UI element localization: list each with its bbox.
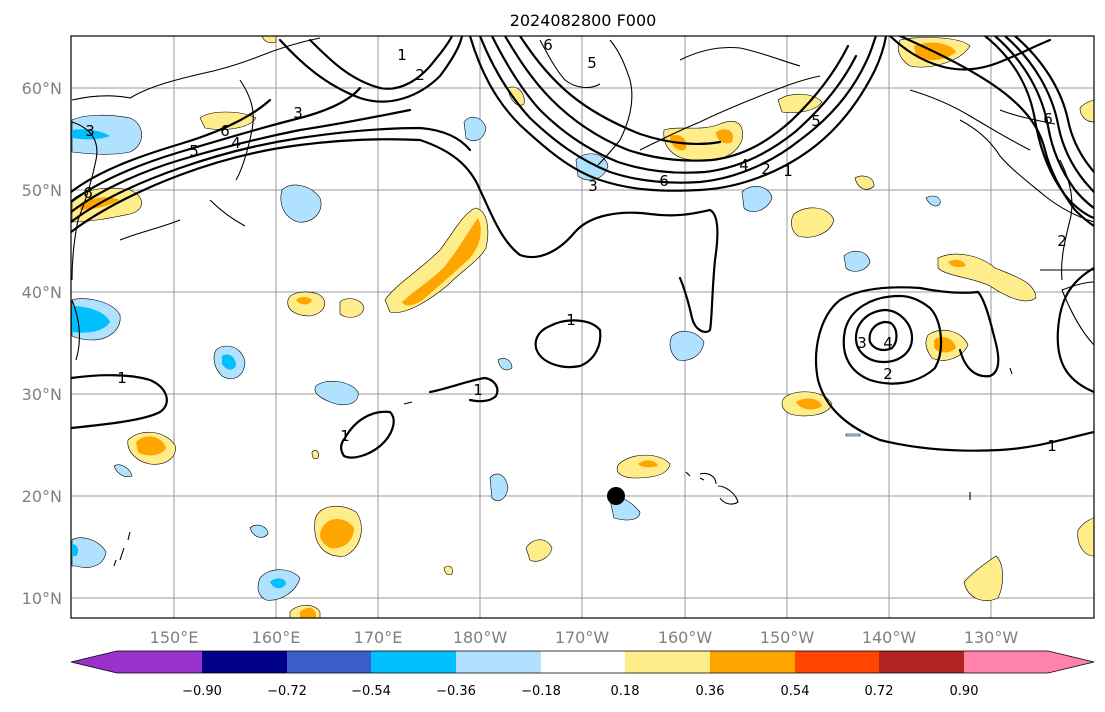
contour-label: 2	[761, 160, 771, 178]
plot-title: 2024082800 F000	[510, 11, 657, 30]
colorbar-tick: 0.90	[950, 684, 979, 699]
contour-label: 4	[883, 334, 893, 352]
contour-label-group: 1 1 1 1 1 1 1 2 2 2 2 3 3 3 3 4 4 4 5 5 …	[83, 36, 1067, 455]
contour-label: 5	[189, 142, 199, 160]
colorbar-swatch	[456, 651, 541, 673]
positive-anomaly-shading	[71, 36, 1094, 618]
contour-lines	[71, 36, 1094, 459]
lon-label: 150°E	[150, 628, 199, 647]
colorbar-tick: 0.18	[611, 684, 640, 699]
contour-label: 3	[588, 177, 598, 195]
contour-label: 3	[85, 122, 95, 140]
contour-label: 4	[231, 134, 241, 152]
location-marker	[607, 487, 625, 505]
contour-label: 5	[811, 112, 821, 130]
lon-label: 140°W	[862, 628, 917, 647]
colorbar-swatch	[625, 651, 710, 673]
colorbar-tick: −0.18	[521, 684, 561, 699]
contour-label: 6	[1043, 110, 1053, 128]
graticule	[71, 36, 1094, 618]
contour-label: 1	[473, 381, 483, 399]
colorbar-swatch	[879, 651, 964, 673]
contour-label: 1	[340, 427, 350, 445]
contour-label: 1	[117, 369, 127, 387]
contour-label: 6	[543, 36, 553, 54]
contour-label: 1	[1047, 437, 1057, 455]
lon-label: 170°E	[354, 628, 403, 647]
lat-label: 40°N	[22, 283, 62, 302]
lat-label: 60°N	[22, 79, 62, 98]
colorbar-tick: −0.90	[182, 684, 222, 699]
colorbar-swatch	[964, 651, 1094, 673]
contour-label: 6	[220, 122, 230, 140]
colorbar-tick: −0.54	[351, 684, 391, 699]
contour-label: 5	[587, 54, 597, 72]
colorbar-swatch	[202, 651, 287, 673]
contour-label: 2	[1057, 232, 1067, 250]
colorbar-tick-labels: −0.90 −0.72 −0.54 −0.36 −0.18 0.18 0.36 …	[182, 684, 978, 699]
lon-label: 160°E	[252, 628, 301, 647]
colorbar-tick: −0.36	[436, 684, 476, 699]
colorbar-swatch	[287, 651, 371, 673]
contour-label: 6	[659, 172, 669, 190]
colorbar-swatch	[371, 651, 456, 673]
contour-label: 3	[293, 104, 303, 122]
contour-label: 6	[83, 184, 93, 202]
colorbar: −0.90 −0.72 −0.54 −0.36 −0.18 0.18 0.36 …	[70, 650, 1095, 699]
lon-label: 180°W	[453, 628, 508, 647]
contour-label: 2	[883, 365, 893, 383]
contour-label: 4	[739, 156, 749, 174]
contour-label: 3	[857, 334, 867, 352]
colorbar-swatch	[541, 651, 625, 673]
lon-label: 160°W	[658, 628, 713, 647]
colorbar-tick: −0.72	[267, 684, 307, 699]
colorbar-swatch	[710, 651, 795, 673]
map-frame	[70, 35, 1095, 619]
lon-label: 130°W	[964, 628, 1019, 647]
lat-label: 50°N	[22, 181, 62, 200]
colorbar-tick: 0.72	[865, 684, 894, 699]
contour-label: 1	[397, 46, 407, 64]
colorbar-swatch	[795, 651, 879, 673]
lat-label: 20°N	[22, 487, 62, 506]
colorbar-swatch	[71, 651, 202, 673]
latitude-labels: 60°N 50°N 40°N 30°N 20°N 10°N	[22, 79, 62, 608]
contour-label: 1	[783, 162, 793, 180]
lat-label: 10°N	[22, 589, 62, 608]
contour-label: 2	[415, 66, 425, 84]
colorbar-tick: 0.54	[781, 684, 810, 699]
lon-label: 170°W	[555, 628, 610, 647]
contour-label: 1	[566, 311, 576, 329]
longitude-labels: 150°E 160°E 170°E 180°W 170°W 160°W 150°…	[150, 628, 1019, 647]
lon-label: 150°W	[760, 628, 815, 647]
colorbar-outline	[70, 650, 1095, 674]
lat-label: 30°N	[22, 385, 62, 404]
colorbar-tick: 0.36	[696, 684, 725, 699]
